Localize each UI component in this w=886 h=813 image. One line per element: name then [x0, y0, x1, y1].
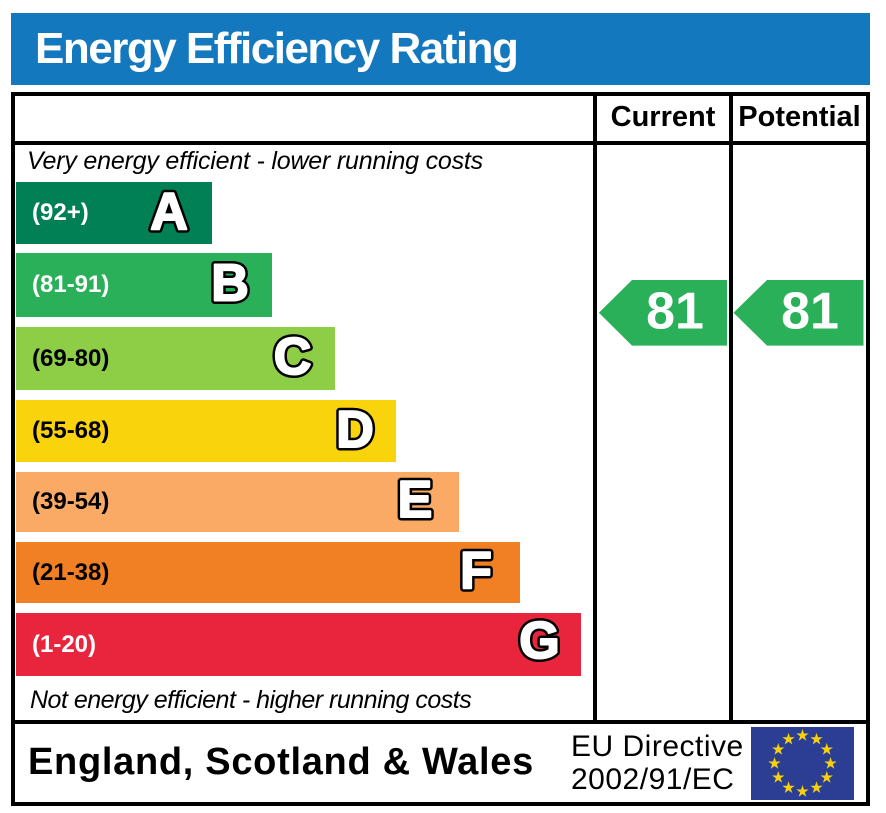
svg-text:D: D — [336, 401, 374, 459]
svg-text:F: F — [460, 542, 492, 600]
svg-text:F: F — [460, 542, 492, 600]
svg-text:B: B — [211, 255, 249, 313]
svg-text:C: C — [274, 328, 312, 386]
svg-text:E: E — [398, 471, 433, 529]
svg-text:81: 81 — [646, 283, 704, 341]
svg-text:E: E — [398, 471, 433, 529]
svg-text:G: G — [519, 612, 559, 670]
svg-text:D: D — [336, 401, 374, 459]
svg-text:B: B — [211, 255, 249, 313]
svg-text:C: C — [274, 328, 312, 386]
svg-text:A: A — [150, 183, 188, 241]
svg-text:81: 81 — [781, 283, 839, 341]
svg-text:A: A — [150, 183, 188, 241]
svg-text:G: G — [519, 612, 559, 670]
